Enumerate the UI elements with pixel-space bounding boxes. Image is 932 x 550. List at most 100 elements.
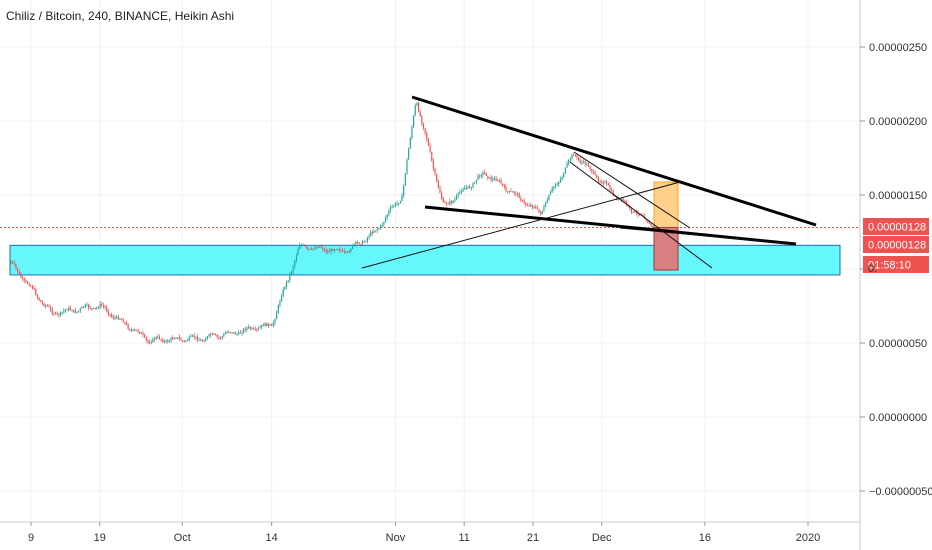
upper-trendline[interactable]: [411, 95, 817, 227]
candle-body: [510, 190, 512, 192]
candle-body: [165, 340, 167, 342]
time-tick-label: Oct: [174, 532, 191, 544]
candle-body: [177, 337, 179, 339]
candle-body: [74, 310, 76, 313]
candle-body: [353, 243, 355, 245]
candle-body: [330, 249, 332, 252]
candle-body: [304, 244, 306, 247]
candle-body: [604, 181, 606, 184]
candle-body: [493, 178, 496, 180]
candle-body: [409, 138, 411, 149]
support-zone[interactable]: [9, 244, 841, 276]
candle-body: [502, 183, 504, 186]
candle-body: [637, 212, 639, 215]
candle-body: [292, 266, 294, 272]
time-tick-label: 9: [28, 532, 34, 544]
candle-body: [299, 245, 301, 250]
candle-body: [310, 248, 312, 250]
candle-body: [246, 327, 248, 330]
candle-body: [434, 168, 436, 175]
candle-body: [640, 214, 642, 216]
candle-body: [650, 223, 652, 226]
candle-body: [548, 194, 550, 201]
candle-body: [351, 244, 354, 249]
price-tick-label: 0.00000250: [869, 42, 927, 54]
candle-body: [109, 314, 111, 316]
candle-body: [264, 322, 266, 326]
candle-body: [89, 307, 91, 309]
candle-body: [399, 201, 401, 204]
candle-body: [276, 312, 278, 320]
rising-support-line[interactable]: [361, 181, 681, 269]
candle-body: [314, 248, 316, 250]
position-target-zone[interactable]: [653, 181, 679, 229]
candle-body: [568, 159, 570, 164]
candle-body: [28, 283, 30, 286]
candle-body: [439, 187, 441, 194]
time-tick-label: 2020: [796, 532, 820, 544]
candle-body: [396, 203, 398, 205]
candle-body: [549, 191, 552, 195]
price-tick-label: 0.00000200: [869, 116, 927, 128]
candle-body: [248, 326, 250, 328]
candle-body: [350, 248, 352, 252]
candle-body: [211, 333, 213, 335]
candle-body: [302, 244, 304, 246]
candle-body: [533, 206, 535, 208]
candle-body: [45, 305, 47, 307]
candle-body: [523, 200, 525, 203]
candle-body: [582, 161, 585, 163]
time-tick-label: 11: [458, 532, 469, 544]
candle-body: [102, 305, 104, 307]
candle-body: [122, 319, 124, 323]
candle-body: [492, 178, 494, 180]
candle-body: [130, 330, 133, 332]
candle-body: [343, 250, 345, 252]
candle-body: [282, 289, 284, 297]
candle-body: [139, 331, 141, 334]
horizontal-support-ray[interactable]: [619, 227, 797, 245]
candle-body: [573, 154, 575, 156]
candle-body: [144, 334, 146, 338]
candle-body: [137, 330, 139, 332]
candle-body: [53, 313, 55, 315]
descending-channel-lower[interactable]: [569, 161, 713, 269]
candle-body: [630, 207, 632, 213]
price-axis[interactable]: 0.000002500.000002000.000001500.00000100…: [859, 0, 932, 550]
candle-body: [328, 251, 331, 253]
candle-body: [320, 246, 322, 248]
candle-body: [216, 335, 218, 337]
candle-body: [112, 316, 114, 319]
candle-body: [505, 186, 507, 192]
candle-body: [281, 296, 283, 302]
position-stop-zone[interactable]: [653, 227, 679, 271]
candle-body: [41, 301, 43, 304]
descending-channel-upper[interactable]: [573, 151, 691, 229]
candle-body: [142, 333, 144, 335]
candle-body: [272, 322, 274, 326]
candle-body: [635, 212, 637, 214]
candle-body: [356, 241, 359, 243]
candle-body: [318, 246, 321, 248]
candle-body: [21, 277, 24, 279]
second-price-label-bg: [863, 236, 929, 253]
candle-body: [578, 157, 580, 161]
candle-body: [634, 211, 636, 213]
candle-body: [252, 328, 255, 330]
time-axis[interactable]: 9 19 Oct 14 Nov 11 21 Dec 16 2020: [0, 521, 860, 544]
candle-body: [427, 139, 430, 146]
candle-body: [447, 203, 449, 205]
candle-body: [452, 200, 454, 204]
candle-body: [238, 332, 240, 335]
lower-trendline[interactable]: [424, 205, 797, 246]
candle-body: [393, 205, 395, 207]
candle-body: [360, 244, 362, 246]
candle-body: [411, 126, 413, 139]
candle-body: [383, 221, 385, 225]
candle-body: [358, 242, 360, 245]
candle-body: [226, 332, 228, 334]
candle-body: [459, 191, 461, 194]
price-tick-label: 0.00000050: [869, 338, 927, 350]
candle-body: [233, 332, 235, 334]
